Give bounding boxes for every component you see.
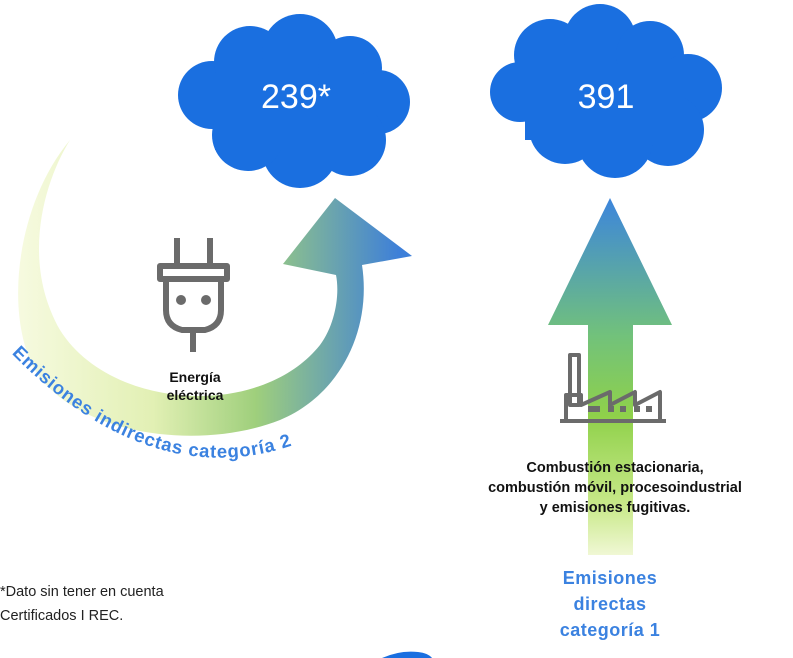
plug-hole-left bbox=[176, 295, 186, 305]
indirect-curved-arrow bbox=[18, 140, 412, 436]
direct-sources-caption: Combustión estacionaria, combustión móvi… bbox=[425, 458, 793, 518]
footnote-line1: *Dato sin tener en cuenta bbox=[0, 584, 164, 600]
factory-door bbox=[588, 406, 600, 412]
factory-window-1 bbox=[608, 406, 614, 412]
indirect-value: 239* bbox=[261, 78, 331, 116]
direct-label-line3: categoría 1 bbox=[559, 620, 661, 640]
footnote-line2: Certificados I REC. bbox=[0, 608, 124, 624]
direct-sources-line1: Combustión estacionaria, bbox=[526, 460, 704, 476]
factory-window-3 bbox=[634, 406, 640, 412]
direct-cloud bbox=[490, 4, 722, 178]
next-cloud-edge bbox=[382, 651, 432, 658]
factory-icon bbox=[560, 353, 666, 423]
indirect-cloud bbox=[178, 14, 410, 188]
direct-label-line1: Emisiones bbox=[562, 568, 658, 588]
direct-category-label: Emisiones directas categoría 1 bbox=[520, 565, 700, 643]
footnote: *Dato sin tener en cuenta Certificados I… bbox=[0, 580, 260, 628]
indirect-source-line2: eléctrica bbox=[166, 387, 224, 403]
direct-label-line2: directas bbox=[573, 594, 647, 614]
indirect-source-caption: Energía eléctrica bbox=[130, 368, 260, 404]
plug-icon bbox=[157, 238, 230, 352]
plug-hole-right bbox=[201, 295, 211, 305]
factory-window-4 bbox=[646, 406, 652, 412]
direct-sources-line3: y emisiones fugitivas. bbox=[539, 500, 691, 516]
factory-window-2 bbox=[620, 406, 626, 412]
direct-value: 391 bbox=[577, 78, 635, 116]
direct-vertical-arrow bbox=[548, 198, 672, 555]
direct-sources-line2: combustión móvil, procesoindustrial bbox=[488, 480, 742, 496]
indirect-source-line1: Energía bbox=[169, 369, 221, 385]
